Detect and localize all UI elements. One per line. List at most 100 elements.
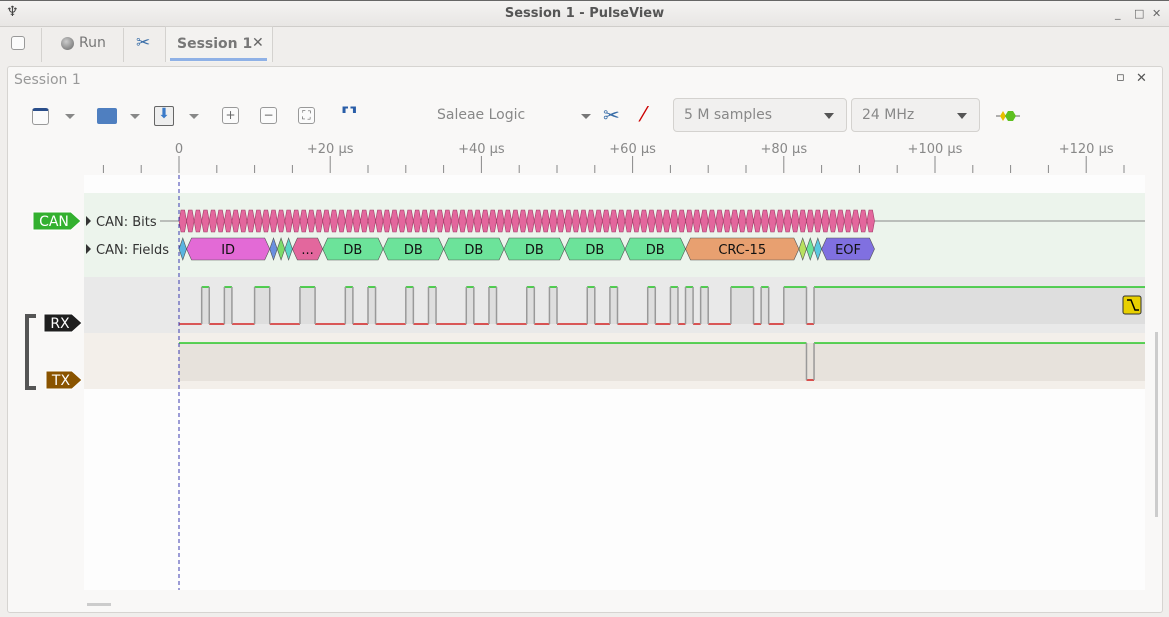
bit-annotation [345, 209, 354, 233]
can-badge[interactable] [32, 211, 82, 231]
field-label: DB [585, 243, 604, 258]
vertical-scrollbar[interactable] [1155, 332, 1158, 517]
bit-annotation [375, 209, 384, 233]
bit-annotation [465, 209, 475, 233]
open-dropdown-arrow[interactable] [130, 114, 140, 119]
run-button[interactable]: Run [79, 35, 106, 51]
field-label: ID [221, 243, 235, 258]
bit-annotation [760, 209, 769, 233]
rx-high-fill [299, 287, 316, 324]
ruler-label: +40 µs [458, 142, 505, 157]
bit-annotation [518, 209, 528, 233]
float-panel-button[interactable]: ▫ [1116, 70, 1125, 85]
bit-annotation [556, 209, 565, 233]
bit-annotation [269, 209, 278, 233]
field-label: DB [343, 243, 362, 258]
tab-session-1[interactable]: Session 1 ✕ [165, 26, 273, 62]
tx-wave-bg [179, 343, 1145, 381]
bit-annotation [791, 209, 800, 233]
falling-edge-trigger-icon[interactable] [1122, 295, 1142, 315]
bit-annotation [216, 209, 225, 233]
save-dropdown-arrow[interactable] [189, 114, 199, 119]
bit-annotation [526, 209, 535, 233]
rx-high-fill [549, 287, 557, 324]
new-dropdown-arrow[interactable] [65, 114, 75, 119]
bit-annotation [292, 209, 301, 233]
zoom-in-icon[interactable]: + [222, 107, 239, 124]
new-session-tab-icon[interactable] [11, 36, 25, 50]
ruler-label: +60 µs [609, 142, 656, 157]
field-label: CRC-15 [718, 243, 766, 258]
configure-device-icon[interactable]: ✂ [603, 103, 620, 127]
device-dropdown-arrow[interactable] [581, 114, 591, 119]
device-selector[interactable]: Saleae Logic [437, 107, 526, 123]
sample-count-select[interactable]: 5 M samples [673, 98, 847, 132]
bit-annotation [813, 209, 822, 233]
bit-annotation [314, 209, 323, 233]
samplerate-select[interactable]: 24 MHz [851, 98, 980, 132]
close-tab-button[interactable]: ✕ [252, 35, 264, 51]
close-window-button[interactable]: ✕ [1152, 7, 1162, 20]
settings-icon[interactable]: ✂ [136, 33, 151, 53]
minimize-button[interactable]: _ [1115, 7, 1121, 20]
close-panel-button[interactable]: ✕ [1136, 71, 1147, 86]
expand-row-icon[interactable] [86, 216, 91, 226]
expand-row-icon[interactable] [86, 244, 91, 254]
bit-annotation [254, 209, 263, 233]
save-icon[interactable]: ⬇ [154, 106, 174, 126]
bit-annotation [473, 209, 482, 233]
bit-annotation [511, 209, 520, 233]
rx-badge-label: RX [50, 316, 70, 332]
ruler-label: +80 µs [760, 142, 807, 157]
title-bar: ♆ Session 1 - PulseView _ □ ✕ [0, 0, 1169, 27]
rx-high-fill [405, 287, 414, 324]
probe-icon[interactable]: ⁄ [642, 102, 646, 126]
rx-high-fill [345, 287, 353, 324]
maximize-button[interactable]: □ [1134, 7, 1145, 20]
bit-annotation [390, 209, 399, 233]
bit-annotation [843, 209, 853, 233]
bit-annotation [723, 209, 732, 233]
bit-annotation [450, 209, 460, 233]
open-icon[interactable] [97, 108, 117, 124]
bit-annotation [435, 209, 444, 233]
bit-annotation [662, 209, 671, 233]
bit-annotation [753, 209, 762, 233]
window-title: Session 1 - PulseView [504, 6, 665, 21]
bit-annotation [586, 209, 596, 233]
bit-annotation [367, 209, 376, 233]
bit-annotation [549, 209, 558, 233]
field-label: DB [646, 243, 665, 258]
trace-view[interactable]: 0 +20 µs +40 µs +60 µs +80 µs +100 µs +120 µs C… [0, 135, 1169, 615]
cursors-icon[interactable]: ⸢⸣ [341, 104, 358, 125]
bit-annotation [186, 209, 195, 233]
bit-annotation [738, 209, 747, 233]
app-icon: ♆ [6, 4, 19, 20]
zoom-fit-icon[interactable]: ⛶ [298, 107, 315, 124]
rx-high-fill [526, 287, 535, 324]
bit-annotation [692, 209, 701, 233]
session-title: Session 1 [14, 72, 81, 88]
horizontal-scrollbar[interactable] [87, 603, 111, 606]
decoder-icon[interactable] [996, 108, 1020, 124]
new-session-icon[interactable] [32, 108, 49, 125]
bit-annotation [420, 209, 429, 233]
bit-annotation [639, 209, 649, 233]
bit-annotation [276, 209, 286, 233]
trigger-glyph [1127, 299, 1139, 311]
bit-annotation [806, 209, 815, 233]
bit-annotation [685, 209, 694, 233]
rx-badge[interactable] [43, 313, 83, 333]
samplerate-value: 24 MHz [862, 107, 915, 123]
group-bracket [25, 314, 36, 390]
zoom-out-icon[interactable]: − [260, 107, 277, 124]
tx-badge[interactable] [45, 370, 83, 390]
bit-annotation [360, 209, 369, 233]
bit-annotation [670, 209, 679, 233]
ruler[interactable] [84, 135, 1145, 175]
rx-high-fill [587, 287, 595, 324]
rx-high-fill [488, 287, 497, 324]
rx-high-fill [224, 287, 232, 324]
bit-annotation [828, 209, 838, 233]
rx-high-fill [670, 287, 678, 324]
